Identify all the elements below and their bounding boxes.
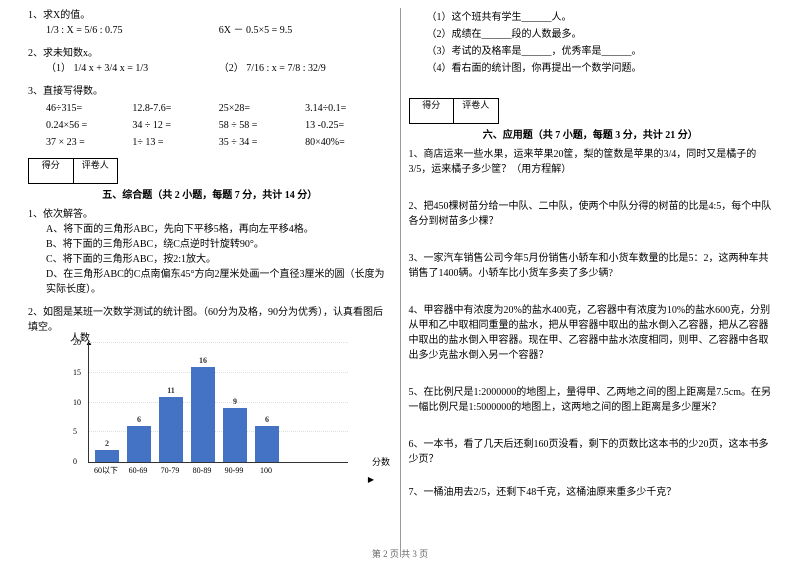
- sub-s3: （3）考试的及格率是______，优秀率是______。: [409, 44, 773, 59]
- xaxis-category-label: 90-99: [222, 465, 246, 477]
- sec5-q1d: D、在三角形ABC的C点南偏东45°方向2厘米处画一个直径3厘米的圆（长度为实际…: [28, 267, 392, 297]
- right-column: （1）这个班共有学生______人。 （2）成绩在______段的人数最多。 （…: [401, 8, 781, 557]
- sec6-q6: 6、一本书，看了几天后还剩160页没看，剩下的页数比这本书的少20页，这本书多少…: [409, 437, 773, 467]
- q3-r1a: 46÷315=: [46, 101, 132, 116]
- xaxis-category-label: 60以下: [94, 465, 118, 477]
- sec6-q7: 7、一桶油用去2/5，还剩下48千克，这桶油原来重多少千克？: [409, 485, 773, 500]
- bar-value-label: 16: [191, 355, 215, 367]
- sec6-q3: 3、一家汽车销售公司今年5月份销售小轿车和小货车数量的比是5：2，这两种车共销售…: [409, 251, 773, 281]
- bar-value-label: 2: [95, 438, 119, 450]
- q3-r2a: 0.24×56 =: [46, 118, 132, 133]
- bar-value-label: 6: [127, 414, 151, 426]
- q3-r1d: 3.14÷0.1=: [305, 101, 391, 116]
- sub-s2: （2）成绩在______段的人数最多。: [409, 27, 773, 42]
- bar: 6: [255, 426, 279, 462]
- bar: 2: [95, 450, 119, 462]
- ytick-5: 5: [73, 426, 77, 438]
- reviewer-label-2: 评卷人: [454, 99, 498, 123]
- q3-r3b: 1÷ 13 =: [132, 135, 218, 150]
- q1-equations: 1/3 : X = 5/6 : 0.75 6X － 0.5×5 = 9.5: [28, 23, 392, 38]
- sublist: （1）这个班共有学生______人。 （2）成绩在______段的人数最多。 （…: [409, 10, 773, 76]
- q1: 1、求X的值。 1/3 : X = 5/6 : 0.75 6X － 0.5×5 …: [28, 8, 392, 38]
- section6-title: 六、应用题（共 7 小题，每题 3 分，共计 21 分）: [409, 128, 773, 143]
- sec6-q4: 4、甲容器中有浓度为20%的盐水400克，乙容器中有浓度为10%的盐水600克，…: [409, 303, 773, 363]
- q2-equations: （1） 1/4 x + 3/4 x = 1/3 （2） 7/16 : x = 7…: [28, 61, 392, 76]
- q3-r2b: 34 ÷ 12 =: [132, 118, 218, 133]
- ytick-0: 0: [73, 456, 77, 468]
- q3-r1b: 12.8-7.6=: [132, 101, 218, 116]
- gridline: [89, 372, 348, 373]
- q3-row1: 46÷315= 12.8-7.6= 25×28= 3.14÷0.1=: [28, 101, 392, 116]
- xaxis-category-label: 60-69: [126, 465, 150, 477]
- q3-r2d: 13 -0.25=: [305, 118, 391, 133]
- sec5-q1: 1、依次解答。 A、将下面的三角形ABC，先向下平移5格，再向左平移4格。 B、…: [28, 207, 392, 297]
- q3-row2: 0.24×56 = 34 ÷ 12 = 58 ÷ 58 = 13 -0.25=: [28, 118, 392, 133]
- bar: 16: [191, 367, 215, 462]
- xaxis-labels: 60以下 60-69 70-79 80-89 90-99 100: [88, 465, 368, 477]
- sec6-q1: 1、商店运来一些水果，运来苹果20筐，梨的筐数是苹果的3/4，同时又是橘子的3/…: [409, 147, 773, 177]
- bar-value-label: 11: [159, 385, 183, 397]
- bar-chart: 人数 ▲ 0 5 10 15 20 26111696 ▶ 分数 60以下60-6…: [88, 343, 368, 483]
- q3-row3: 37 × 23 = 1÷ 13 = 35 ÷ 34 = 80×40%=: [28, 135, 392, 150]
- ytick-20: 20: [73, 337, 81, 349]
- sec5-q1-title: 1、依次解答。: [28, 207, 392, 222]
- chart-xlabel: 分数: [372, 456, 390, 470]
- q2: 2、求未知数x。 （1） 1/4 x + 3/4 x = 1/3 （2） 7/1…: [28, 46, 392, 76]
- q2-eq1: （1） 1/4 x + 3/4 x = 1/3: [46, 61, 219, 76]
- left-column: 1、求X的值。 1/3 : X = 5/6 : 0.75 6X － 0.5×5 …: [20, 8, 401, 557]
- q1-title: 1、求X的值。: [28, 8, 392, 23]
- sec6-q2: 2、把450棵树苗分给一中队、二中队，使两个中队分得的树苗的比是4:5，每个中队…: [409, 199, 773, 229]
- q3-r3c: 35 ÷ 34 =: [219, 135, 305, 150]
- sec5-q1a: A、将下面的三角形ABC，先向下平移5格，再向左平移4格。: [28, 222, 392, 237]
- q3-r3d: 80×40%=: [305, 135, 391, 150]
- q3-r3a: 37 × 23 =: [46, 135, 132, 150]
- sec5-q1b: B、将下面的三角形ABC，绕C点逆时针旋转90°。: [28, 237, 392, 252]
- section5-title: 五、综合题（共 2 小题，每题 7 分，共计 14 分）: [28, 188, 392, 203]
- x-arrow-icon: ▶: [368, 474, 374, 486]
- page-footer: 第 2 页 共 3 页: [0, 548, 800, 562]
- ytick-10: 10: [73, 397, 81, 409]
- q3-r1c: 25×28=: [219, 101, 305, 116]
- sub-s4: （4）看右面的统计图，你再提出一个数学问题。: [409, 61, 773, 76]
- gridline: [89, 342, 348, 343]
- bar: 11: [159, 397, 183, 462]
- bar: 6: [127, 426, 151, 462]
- xaxis-category-label: 70-79: [158, 465, 182, 477]
- bar: 9: [223, 408, 247, 462]
- xaxis-category-label: 80-89: [190, 465, 214, 477]
- q3-r2c: 58 ÷ 58 =: [219, 118, 305, 133]
- q1-eq2: 6X － 0.5×5 = 9.5: [219, 23, 392, 38]
- ytick-15: 15: [73, 367, 81, 379]
- q2-title: 2、求未知数x。: [28, 46, 392, 61]
- q3: 3、直接写得数。 46÷315= 12.8-7.6= 25×28= 3.14÷0…: [28, 84, 392, 150]
- chart-area: 0 5 10 15 20 26111696: [88, 343, 348, 463]
- score-label: 得分: [29, 159, 74, 183]
- xaxis-category-label: 100: [254, 465, 278, 477]
- q1-eq1: 1/3 : X = 5/6 : 0.75: [46, 23, 219, 38]
- gridline: [89, 402, 348, 403]
- q3-title: 3、直接写得数。: [28, 84, 392, 99]
- bar-value-label: 6: [255, 414, 279, 426]
- reviewer-label: 评卷人: [74, 159, 118, 183]
- sub-s1: （1）这个班共有学生______人。: [409, 10, 773, 25]
- score-box-sec6: 得分 评卷人: [409, 98, 499, 124]
- score-box-sec5: 得分 评卷人: [28, 158, 118, 184]
- sec5-q1c: C、将下面的三角形ABC，按2:1放大。: [28, 252, 392, 267]
- score-label-2: 得分: [410, 99, 455, 123]
- q2-eq2: （2） 7/16 : x = 7/8 : 32/9: [219, 61, 392, 76]
- bar-value-label: 9: [223, 396, 247, 408]
- sec6-q5: 5、在比例尺是1:2000000的地图上，量得甲、乙两地之间的图上距离是7.5c…: [409, 385, 773, 415]
